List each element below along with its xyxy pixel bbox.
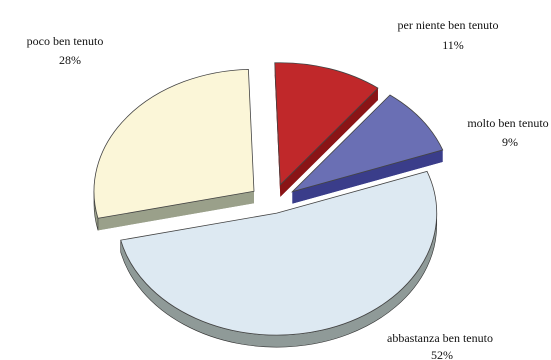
- slice-molto-ben-tenuto: [290, 94, 444, 204]
- slice-top-poco-ben-tenuto: [93, 68, 255, 219]
- slice-label-molto-ben-tenuto: molto ben tenuto: [467, 116, 548, 130]
- pie-labels: per niente ben tenuto 11% molto ben tenu…: [27, 18, 549, 360]
- slice-per-niente-ben-tenuto: [274, 62, 379, 197]
- slice-abbastanza-ben-tenuto: [120, 170, 438, 348]
- slice-label-per-niente-ben-tenuto: per niente ben tenuto: [398, 18, 499, 32]
- slice-poco-ben-tenuto: [93, 68, 255, 231]
- pie-slices: [93, 62, 444, 348]
- slice-label-abbastanza-ben-tenuto: abbastanza ben tenuto: [387, 331, 493, 345]
- slice-top-molto-ben-tenuto: [290, 94, 444, 193]
- slice-top-abbastanza-ben-tenuto: [120, 170, 438, 336]
- slice-value-abbastanza-ben-tenuto: 52%: [431, 348, 453, 360]
- slice-value-molto-ben-tenuto: 9%: [502, 135, 518, 149]
- slice-wall-molto-ben-tenuto-1: [292, 149, 443, 204]
- slice-wall-poco-ben-tenuto-0: [97, 191, 254, 231]
- slice-value-poco-ben-tenuto: 28%: [59, 53, 81, 67]
- slice-top-per-niente-ben-tenuto: [274, 62, 379, 186]
- slice-wall-per-niente-ben-tenuto-1: [280, 88, 378, 197]
- slice-value-per-niente-ben-tenuto: 11%: [442, 38, 464, 52]
- slice-label-poco-ben-tenuto: poco ben tenuto: [27, 34, 104, 48]
